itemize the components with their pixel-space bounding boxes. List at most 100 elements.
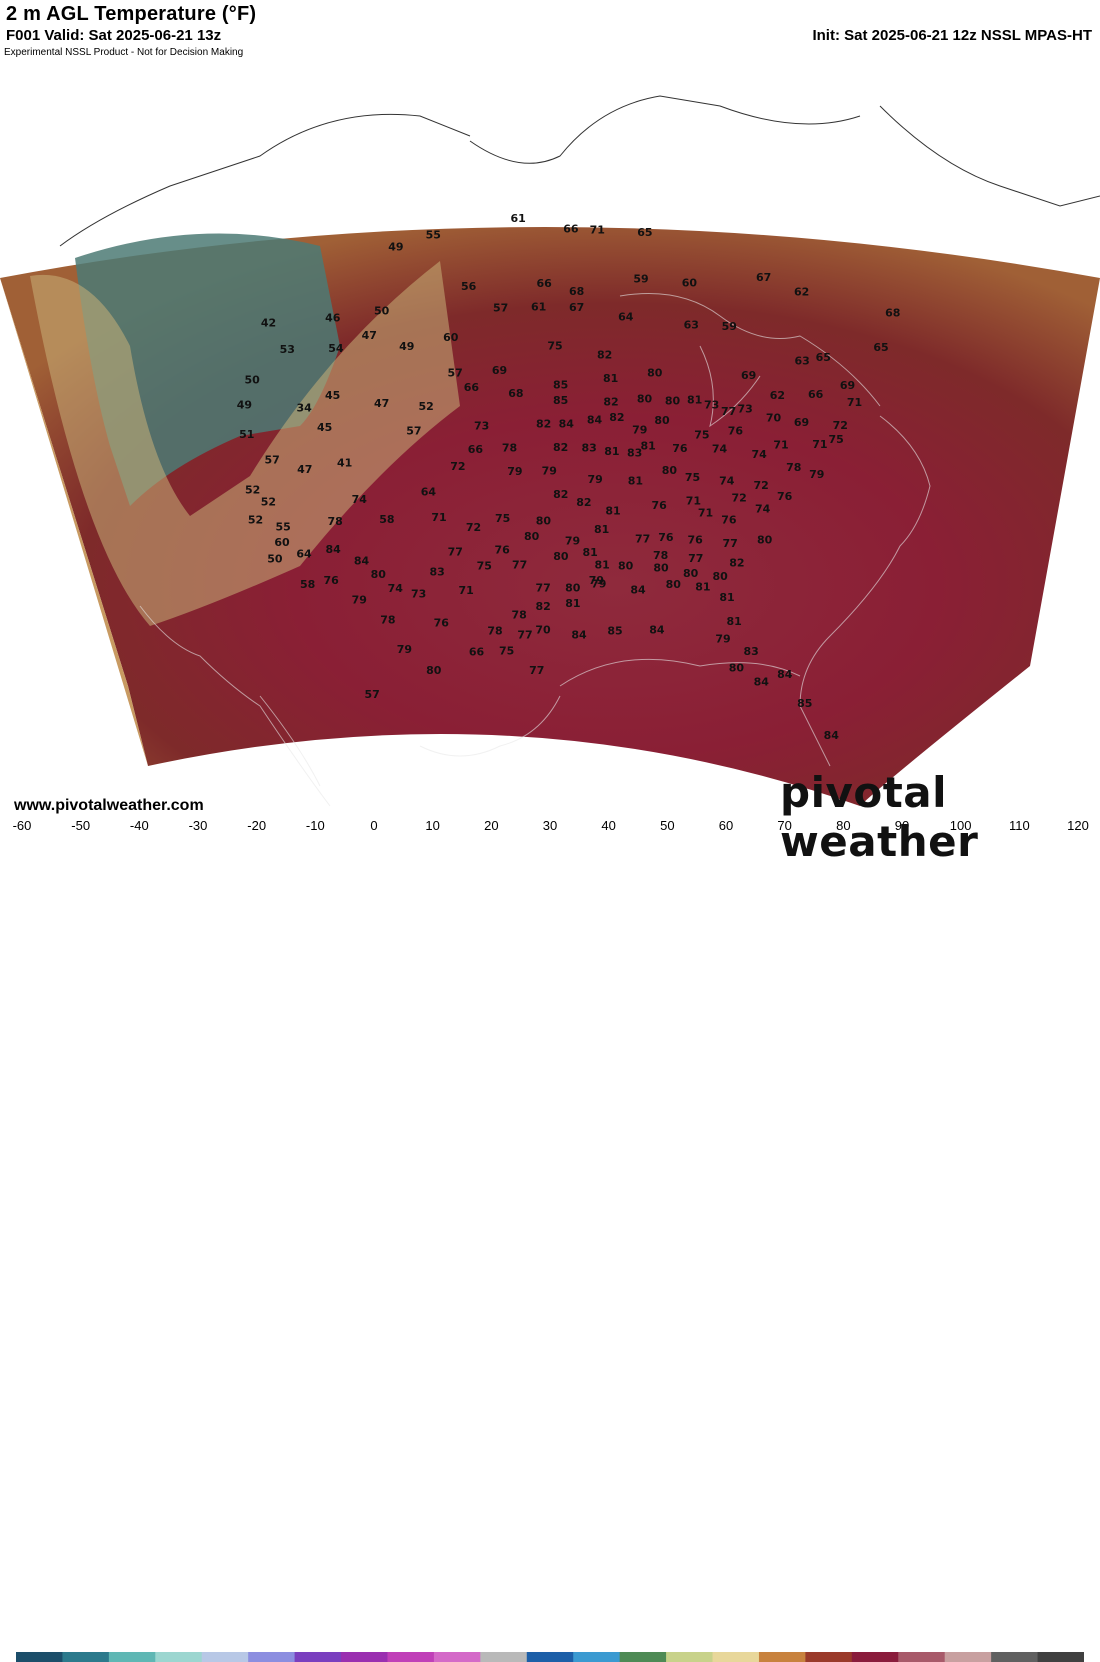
station-temperature: 66 bbox=[537, 277, 553, 290]
station-temperature: 79 bbox=[589, 574, 604, 587]
colorbar-swatch bbox=[991, 1652, 1039, 1662]
colorbar-swatch bbox=[758, 1652, 806, 1662]
station-temperature: 71 bbox=[431, 511, 446, 524]
station-temperature: 77 bbox=[688, 552, 703, 565]
station-temperature: 73 bbox=[474, 420, 489, 433]
station-temperature: 57 bbox=[365, 688, 380, 701]
colorbar-swatch bbox=[851, 1652, 899, 1662]
station-temperature: 69 bbox=[741, 369, 756, 382]
colorbar-swatch bbox=[526, 1652, 574, 1662]
mild-plains-region bbox=[30, 261, 460, 626]
colorbar-swatch bbox=[248, 1652, 296, 1662]
station-temperature: 75 bbox=[499, 645, 514, 658]
station-temperature: 84 bbox=[354, 555, 370, 568]
station-temperature: 57 bbox=[406, 425, 421, 438]
coastline-path bbox=[619, 293, 881, 407]
station-temperature: 82 bbox=[576, 496, 591, 509]
station-temperature: 74 bbox=[752, 448, 768, 461]
colorbar-swatch bbox=[666, 1652, 714, 1662]
station-temperature: 75 bbox=[547, 340, 562, 353]
station-temperature: 77 bbox=[722, 537, 737, 550]
station-temperature: 80 bbox=[662, 464, 678, 477]
station-temperature: 34 bbox=[296, 401, 312, 414]
station-temperature: 73 bbox=[704, 398, 719, 411]
colorbar-tick: 110 bbox=[1008, 818, 1030, 833]
station-temperature: 82 bbox=[553, 441, 568, 454]
station-temperature: 74 bbox=[755, 502, 771, 515]
station-temperature: 71 bbox=[590, 223, 605, 236]
colorbar-swatch bbox=[294, 1652, 342, 1662]
station-temperature: 71 bbox=[847, 396, 862, 409]
station-temperature: 64 bbox=[618, 310, 634, 323]
station-temperature: 80 bbox=[536, 514, 552, 527]
station-temperature: 80 bbox=[371, 568, 387, 581]
station-temperature: 75 bbox=[477, 560, 492, 573]
station-temperature: 66 bbox=[468, 443, 484, 456]
colorbar-swatch bbox=[201, 1652, 249, 1662]
station-temperature: 66 bbox=[808, 388, 824, 401]
colorbar-swatch bbox=[62, 1652, 110, 1662]
station-temperature: 76 bbox=[434, 617, 450, 630]
station-temperature: 41 bbox=[337, 456, 352, 469]
station-temperature: 52 bbox=[245, 484, 260, 497]
station-temperature: 76 bbox=[651, 499, 667, 512]
station-temperature: 84 bbox=[777, 668, 793, 681]
station-temperature: 52 bbox=[248, 514, 263, 527]
station-temperature: 84 bbox=[630, 584, 646, 597]
station-temperature: 72 bbox=[754, 479, 769, 492]
station-temperature: 84 bbox=[824, 729, 840, 742]
station-temperature: 52 bbox=[418, 400, 433, 413]
station-temperature: 76 bbox=[658, 531, 674, 544]
station-temperature: 80 bbox=[426, 664, 442, 677]
colorbar-tick: -10 bbox=[305, 818, 325, 833]
colorbar-tick: 70 bbox=[777, 818, 792, 833]
station-temperature: 49 bbox=[388, 241, 403, 254]
station-temperature: 81 bbox=[687, 393, 702, 406]
station-temperature: 69 bbox=[840, 379, 855, 392]
station-temperature: 79 bbox=[588, 473, 603, 486]
temperature-map: 61 66 71 65 55 49 67 62 68 42 46 50 56 66 68 59 60 57 61 67… bbox=[0, 95, 1100, 807]
station-temperature: 58 bbox=[379, 513, 394, 526]
pivotal-weather-logo: pivotal weather bbox=[780, 768, 979, 866]
station-temperature: 54 bbox=[328, 342, 344, 355]
station-temperature: 82 bbox=[609, 411, 624, 424]
station-temperature: 57 bbox=[493, 302, 508, 315]
station-temperature: 83 bbox=[429, 566, 444, 579]
colorbar-tick: 120 bbox=[1067, 818, 1089, 833]
station-temperature: 72 bbox=[466, 521, 481, 534]
station-temperature: 49 bbox=[237, 398, 252, 411]
coastline-path bbox=[419, 695, 561, 757]
model-domain bbox=[0, 227, 1100, 806]
station-temperature: 77 bbox=[517, 629, 532, 642]
station-temperature: 83 bbox=[581, 441, 596, 454]
station-temperature: 65 bbox=[873, 341, 888, 354]
station-temperature: 64 bbox=[421, 485, 437, 498]
station-temperature: 78 bbox=[502, 442, 517, 455]
station-temperature: 70 bbox=[535, 624, 551, 637]
colorbar-tick: 80 bbox=[836, 818, 851, 833]
colorbar-tick: -40 bbox=[129, 818, 149, 833]
station-temperature: 85 bbox=[607, 625, 622, 638]
colorbar-tick: 60 bbox=[718, 818, 734, 833]
station-temperature: 66 bbox=[563, 223, 579, 236]
station-temperature: 81 bbox=[640, 439, 655, 452]
station-temperature: 76 bbox=[777, 490, 793, 503]
station-temperature: 70 bbox=[766, 411, 782, 424]
station-temperature: 75 bbox=[495, 512, 510, 525]
coastline-path bbox=[559, 658, 801, 687]
station-temperature: 78 bbox=[327, 515, 342, 528]
station-temperature: 79 bbox=[565, 535, 580, 548]
station-temperature: 80 bbox=[524, 530, 540, 543]
website-label[interactable]: www.pivotalweather.com bbox=[14, 797, 204, 814]
station-temperature: 68 bbox=[885, 306, 900, 319]
station-temperature: 80 bbox=[653, 562, 669, 575]
station-temperature: 84 bbox=[587, 414, 603, 427]
coastline-path bbox=[259, 695, 321, 787]
station-temperature: 47 bbox=[374, 397, 389, 410]
station-temperature: 63 bbox=[794, 355, 809, 368]
station-temperature: 77 bbox=[635, 533, 650, 546]
station-temperature: 46 bbox=[325, 312, 341, 325]
station-temperature: 81 bbox=[583, 546, 598, 559]
colorbar-swatch bbox=[805, 1652, 853, 1662]
colorbar-swatch bbox=[712, 1652, 760, 1662]
